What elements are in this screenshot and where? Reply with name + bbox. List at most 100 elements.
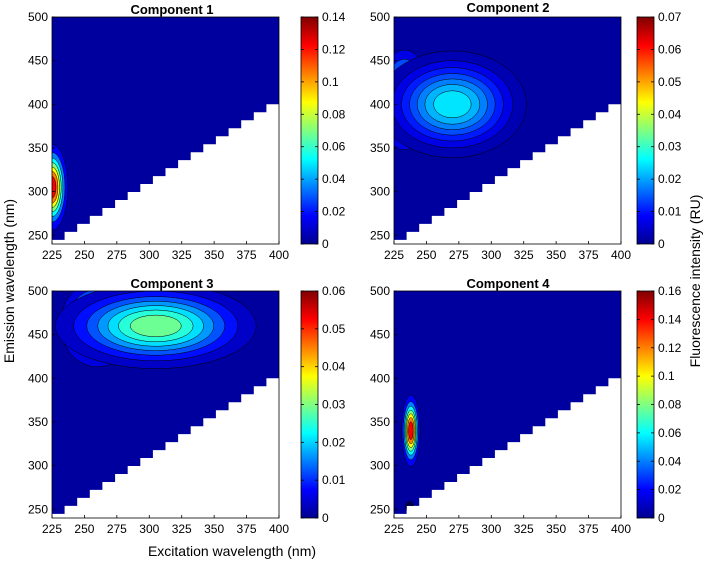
contour-band [433, 90, 472, 119]
colorbar-tick-label: 0.04 [658, 454, 682, 468]
y-tick-label: 500 [28, 284, 48, 298]
x-tick-label: 225 [42, 248, 62, 262]
colorbar-tick-label: 0.04 [322, 172, 346, 186]
x-tick-label: 300 [481, 522, 501, 536]
y-tick-label: 250 [28, 228, 48, 242]
colorbar-tick-label: 0.04 [322, 360, 346, 374]
colorbar-tick-label: 0.01 [322, 473, 346, 487]
x-tick-label: 250 [74, 248, 94, 262]
x-tick-label: 300 [481, 248, 501, 262]
panel-title: Component 2 [466, 0, 549, 15]
x-tick-label: 225 [42, 522, 62, 536]
y-tick-label: 400 [28, 371, 48, 385]
x-tick-label: 250 [416, 248, 436, 262]
y-tick-label: 500 [370, 10, 390, 24]
x-tick-label: 275 [449, 248, 469, 262]
axes-frame [51, 290, 280, 519]
x-tick-label: 400 [269, 522, 289, 536]
x-tick-label: 300 [139, 248, 159, 262]
x-tick-label: 375 [579, 522, 599, 536]
colorbar-tick-label: 0.05 [322, 322, 346, 336]
colorbar-tick-label: 0.08 [322, 107, 346, 121]
x-tick-label: 325 [172, 248, 192, 262]
colorbar-tick-label: 0.1 [658, 369, 675, 383]
x-tick-label: 375 [237, 248, 257, 262]
colorbar-tick-label: 0.07 [658, 10, 682, 24]
colorbar-tick-label: 0 [658, 511, 665, 525]
panel-component-1: Component 1 225 250 275 300 325 350 375 400 250 30… [28, 2, 346, 262]
y-tick-label: 250 [28, 502, 48, 516]
panel-component-2: Component 2 225 250 275 300 325 350 375 400 250 30… [370, 0, 682, 262]
panel-title: Component 3 [130, 276, 213, 291]
colorbar-tick-label: 0.06 [658, 426, 682, 440]
x-tick-label: 275 [107, 522, 127, 536]
y-tick-label: 350 [370, 141, 390, 155]
x-tick-label: 375 [237, 522, 257, 536]
colorbar-label: Fluorescence intensity (RU) [687, 195, 703, 368]
colorbar-tick-label: 0.14 [658, 312, 682, 326]
colorbar-tick-label: 0.02 [658, 483, 682, 497]
colorbar-tick-label: 0 [322, 237, 329, 251]
x-tick-label: 350 [546, 248, 566, 262]
y-tick-label: 400 [28, 97, 48, 111]
y-tick-label: 500 [370, 284, 390, 298]
y-axis-label: Emission wavelength (nm) [1, 199, 17, 363]
panel-title: Component 4 [466, 276, 550, 291]
colorbar-tick-label: 0.06 [322, 284, 346, 298]
colorbar-tick-label: 0.04 [658, 107, 682, 121]
y-tick-label: 450 [28, 328, 48, 342]
x-tick-label: 325 [514, 248, 534, 262]
y-tick-label: 450 [370, 54, 390, 68]
heatmap [394, 17, 621, 244]
y-tick-label: 300 [28, 185, 48, 199]
y-tick-label: 350 [370, 415, 390, 429]
x-tick-label: 375 [579, 248, 599, 262]
colorbar-tick-label: 0.06 [322, 140, 346, 154]
y-tick-label: 350 [28, 141, 48, 155]
colorbar [636, 16, 655, 245]
axes-frame [51, 16, 280, 245]
x-tick-label: 400 [269, 248, 289, 262]
y-tick-label: 400 [370, 97, 390, 111]
x-tick-label: 350 [204, 522, 224, 536]
x-tick-label: 325 [514, 522, 534, 536]
y-tick-label: 400 [370, 371, 390, 385]
x-axis-label: Excitation wavelength (nm) [148, 543, 316, 559]
colorbar-tick-label: 0.01 [658, 205, 682, 219]
contour-band [130, 314, 182, 337]
colorbar-tick-label: 0 [658, 237, 665, 251]
y-tick-label: 250 [370, 502, 390, 516]
colorbar-tick-label: 0.03 [658, 140, 682, 154]
x-tick-label: 400 [611, 522, 631, 536]
colorbar-tick-label: 0.02 [322, 205, 346, 219]
colorbar-tick-label: 0.05 [658, 75, 682, 89]
x-tick-label: 250 [74, 522, 94, 536]
colorbar-tick-label: 0.12 [658, 341, 682, 355]
x-tick-label: 300 [139, 522, 159, 536]
x-tick-label: 275 [107, 248, 127, 262]
colorbar [300, 16, 319, 245]
colorbar-tick-label: 0.16 [658, 284, 682, 298]
x-tick-label: 275 [449, 522, 469, 536]
colorbar-tick-label: 0.03 [322, 398, 346, 412]
y-tick-label: 300 [370, 459, 390, 473]
y-tick-label: 450 [370, 328, 390, 342]
contour-band [408, 421, 414, 440]
colorbar-tick-label: 0.06 [658, 42, 682, 56]
colorbar-tick-label: 0.1 [322, 75, 339, 89]
panel-component-3: Component 3 225 250 275 300 325 350 375 400 250 30… [28, 276, 346, 536]
x-tick-label: 225 [384, 522, 404, 536]
panel-component-4: Component 4 225 250 275 300 325 350 375 400 250 30… [370, 276, 682, 536]
x-tick-label: 250 [416, 522, 436, 536]
colorbar-tick-label: 0.08 [658, 398, 682, 412]
y-tick-label: 500 [28, 10, 48, 24]
x-tick-label: 350 [546, 522, 566, 536]
colorbar-tick-label: 0.14 [322, 10, 346, 24]
y-tick-label: 250 [370, 228, 390, 242]
colorbar-tick-label: 0.12 [322, 42, 346, 56]
colorbar-tick-label: 0 [322, 511, 329, 525]
x-tick-label: 400 [611, 248, 631, 262]
x-tick-label: 350 [204, 248, 224, 262]
y-tick-label: 300 [370, 185, 390, 199]
